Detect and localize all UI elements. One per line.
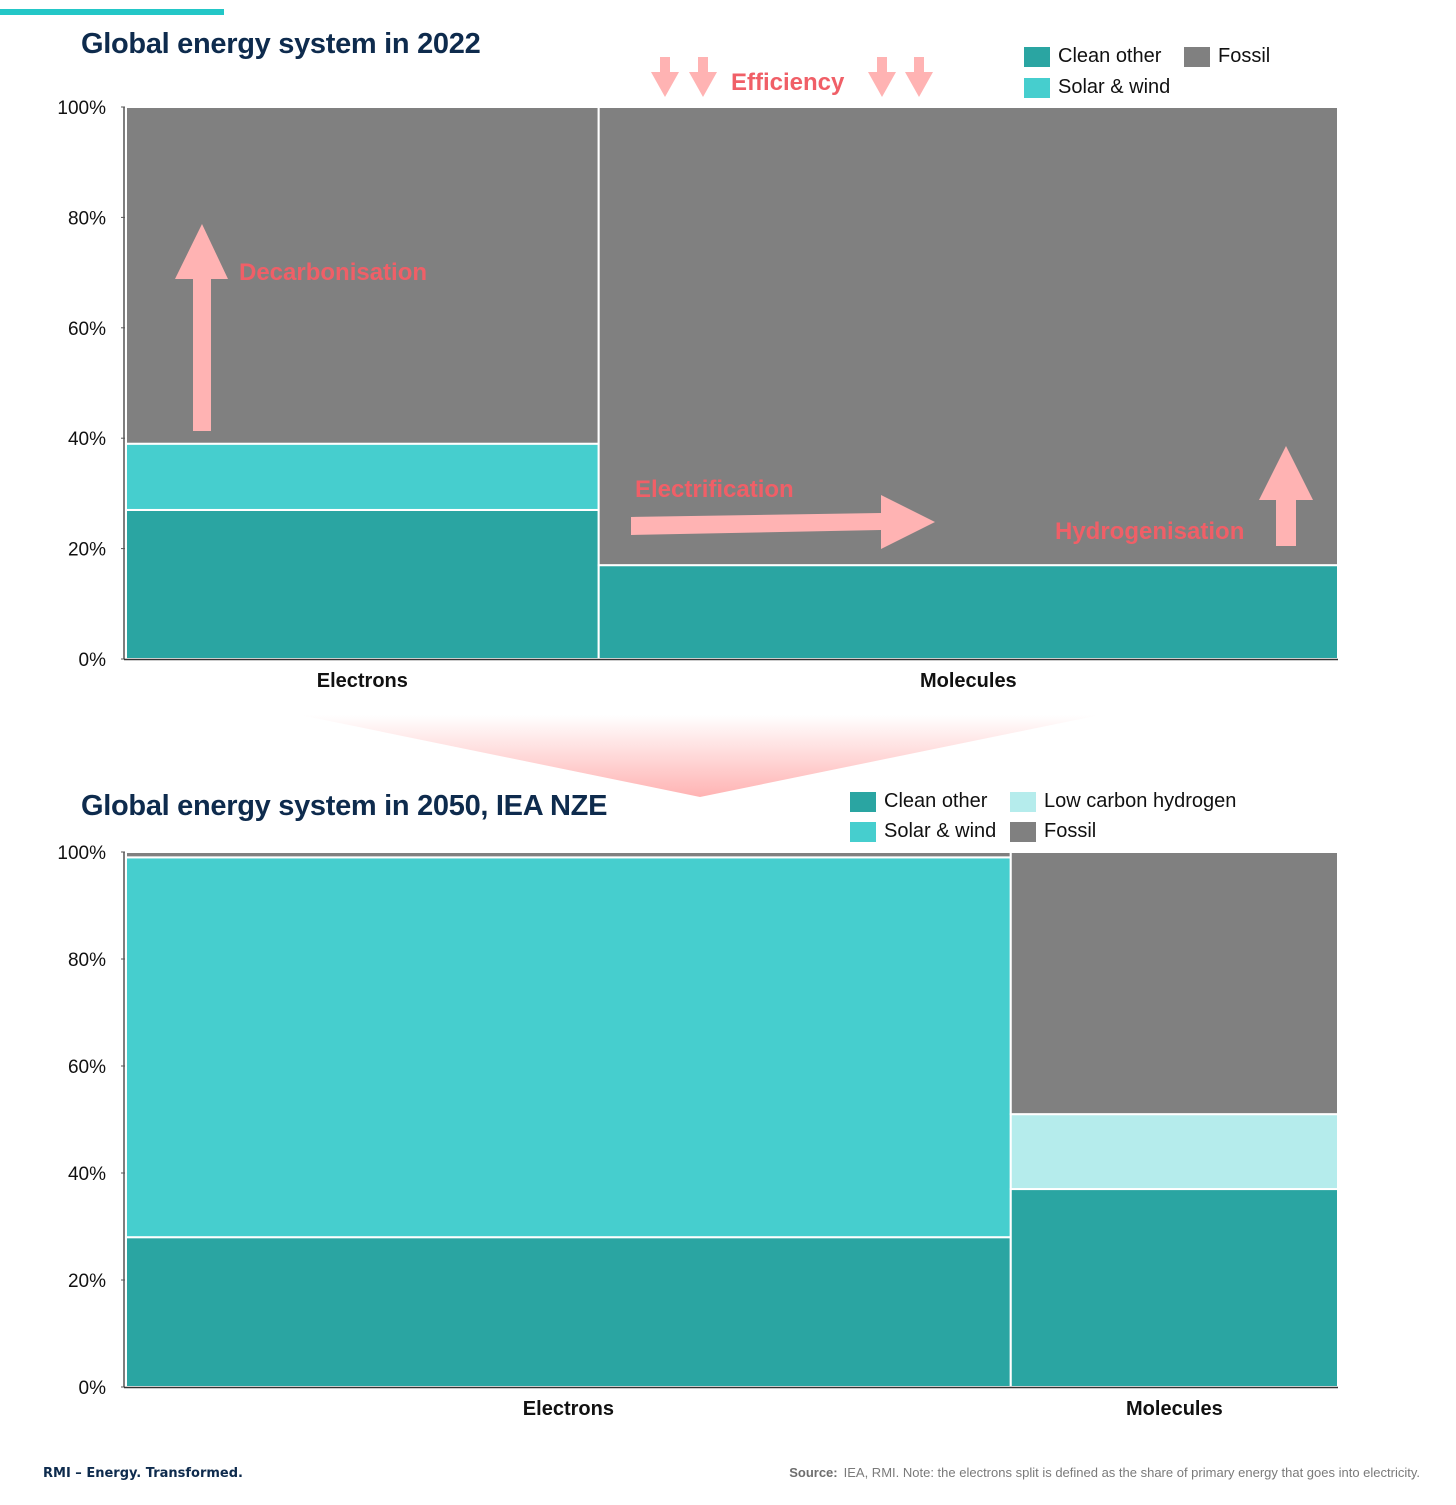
bar-segment-electrons-fossil xyxy=(125,851,1012,859)
annotation-decarbonisation: Decarbonisation xyxy=(239,259,427,286)
efficiency-arrow xyxy=(689,57,717,97)
y-tick-label: 20% xyxy=(68,1271,106,1292)
legend-item-low-carbon-hydrogen: Low carbon hydrogen xyxy=(1010,790,1236,813)
bar-segment-molecules-clean-other xyxy=(597,564,1339,660)
y-tick-label: 60% xyxy=(68,1057,106,1078)
transition-arrow xyxy=(300,715,1100,797)
legend-item-clean-other: Clean other xyxy=(850,790,987,813)
y-tick-label: 100% xyxy=(57,98,106,119)
legend-label: Fossil xyxy=(1044,820,1097,842)
legend-swatch-low-carbon-hydrogen xyxy=(1010,791,1036,812)
bar-segment-electrons-clean-other xyxy=(125,508,600,660)
x-category-label-molecules: Molecules xyxy=(1126,1398,1223,1420)
bar-segment-molecules-clean-other xyxy=(1009,1188,1339,1389)
accent-bar xyxy=(0,9,224,15)
y-tick-label: 60% xyxy=(68,319,106,340)
chart-2050: 0% 20% 40% 60% 80% 100% Electrons Molecules xyxy=(57,843,1339,1420)
x-category-label-molecules: Molecules xyxy=(920,670,1017,692)
annotation-electrification: Electrification xyxy=(635,476,794,503)
y-tick-label: 80% xyxy=(68,208,106,229)
legend-label: Clean other xyxy=(884,790,988,812)
y-tick-label: 20% xyxy=(68,540,106,561)
y-tick-label: 40% xyxy=(68,429,106,450)
legend-label: Fossil xyxy=(1218,45,1271,67)
chart-2022: 0% 20% 40% 60% 80% 100% Electrons Molecules xyxy=(57,98,1339,692)
legend-label: Solar & wind xyxy=(884,820,997,842)
hydrogenisation-arrow xyxy=(1259,446,1313,546)
efficiency-arrow xyxy=(651,57,679,97)
legend-item-solar-wind: Solar & wind xyxy=(1024,76,1170,99)
bar-segment-electrons-clean-other xyxy=(125,1236,1012,1388)
legend-item-solar-wind: Solar & wind xyxy=(850,820,996,843)
annotation-hydrogenisation: Hydrogenisation xyxy=(1055,518,1244,545)
legend-swatch-clean-other xyxy=(850,791,876,812)
x-category-label-electrons: Electrons xyxy=(523,1398,614,1420)
y-tick-label: 0% xyxy=(79,650,107,671)
legend-swatch-clean-other xyxy=(1024,46,1050,67)
decarbonisation-arrow xyxy=(175,224,228,431)
bar-segment-molecules-low-carbon-hydrogen xyxy=(1009,1113,1339,1191)
legend-item-clean-other: Clean other xyxy=(1024,45,1161,68)
annotation-efficiency: Efficiency xyxy=(731,69,845,96)
x-category-label-electrons: Electrons xyxy=(317,670,408,692)
chart-title-2022: Global energy system in 2022 xyxy=(81,28,481,60)
y-tick-label: 0% xyxy=(79,1378,107,1399)
legend-swatch-fossil xyxy=(1184,46,1210,67)
legend-swatch-solar-wind xyxy=(1024,77,1050,98)
efficiency-arrow xyxy=(868,57,896,97)
bar-segment-molecules-fossil xyxy=(1009,851,1339,1116)
legend-swatch-fossil xyxy=(1010,821,1036,842)
chart-title-2050: Global energy system in 2050, IEA NZE xyxy=(81,790,608,822)
y-tick-label: 40% xyxy=(68,1164,106,1185)
efficiency-arrow xyxy=(905,57,933,97)
footer-brand: RMI – Energy. Transformed. xyxy=(43,1466,243,1481)
source-label: Source: xyxy=(789,1465,838,1480)
annotation-arrows xyxy=(175,57,1313,549)
legend-label: Low carbon hydrogen xyxy=(1044,790,1237,812)
legend-label: Solar & wind xyxy=(1058,76,1171,98)
legend-item-fossil: Fossil xyxy=(1184,45,1270,68)
bar-segment-molecules-fossil xyxy=(597,106,1339,567)
bar-segment-electrons-solar-wind xyxy=(125,442,600,511)
legend-label: Clean other xyxy=(1058,45,1162,67)
electrification-arrow xyxy=(631,495,935,549)
footer-source: Source: IEA, RMI. Note: the electrons spl… xyxy=(789,1465,1420,1480)
legend-item-fossil: Fossil xyxy=(1010,820,1096,843)
source-text: IEA, RMI. Note: the electrons split is d… xyxy=(843,1465,1420,1480)
bar-segment-electrons-solar-wind xyxy=(125,856,1012,1239)
legend-swatch-solar-wind xyxy=(850,821,876,842)
y-tick-label: 100% xyxy=(57,843,106,864)
y-tick-label: 80% xyxy=(68,950,106,971)
